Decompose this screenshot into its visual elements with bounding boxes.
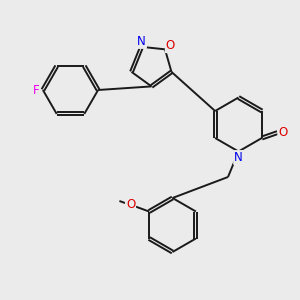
Text: N: N (137, 35, 146, 48)
Text: O: O (166, 39, 175, 52)
Text: F: F (33, 83, 40, 97)
Text: O: O (278, 126, 287, 139)
Text: O: O (126, 198, 135, 212)
Text: N: N (234, 151, 243, 164)
